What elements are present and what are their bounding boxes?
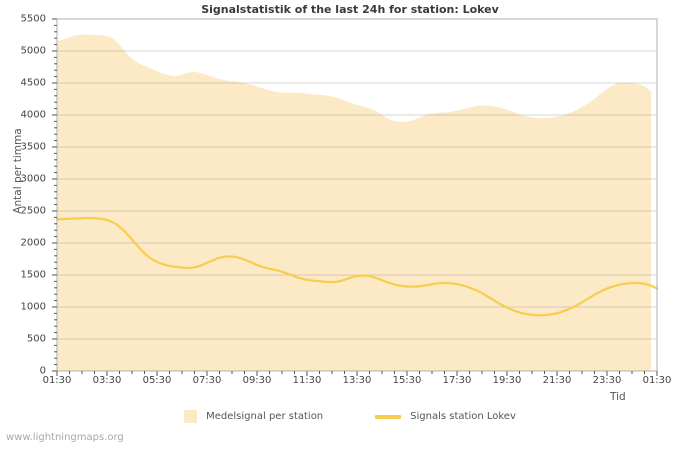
y-tick-label: 500 — [26, 333, 46, 345]
y-tick-label: 5500 — [20, 13, 46, 25]
y-tick-label: 2000 — [20, 237, 46, 249]
x-tick-label: 17:30 — [442, 375, 472, 386]
y-tick-label: 1000 — [20, 301, 46, 313]
legend-item-area: Medelsignal per station — [184, 410, 323, 423]
y-tick-label: 1500 — [20, 269, 46, 281]
legend-area-label: Medelsignal per station — [206, 411, 324, 422]
y-tick-label: 2500 — [20, 205, 46, 217]
legend-item-line: Signals station Lokev — [375, 411, 516, 422]
y-tick-label: 0 — [39, 365, 46, 377]
x-tick-label: 01:30 — [642, 375, 672, 386]
watermark: www.lightningmaps.org — [6, 432, 124, 443]
legend-line-label: Signals station Lokev — [410, 411, 516, 422]
x-tick-label: 23:30 — [592, 375, 622, 386]
chart-legend: Medelsignal per station Signals station … — [0, 410, 700, 423]
x-tick-label: 15:30 — [392, 375, 422, 386]
y-tick-label: 3500 — [20, 141, 46, 153]
y-tick-label: 4500 — [20, 77, 46, 89]
legend-area-swatch — [184, 410, 198, 423]
x-tick-label: 11:30 — [292, 375, 322, 386]
x-axis-label: Tid — [610, 391, 626, 403]
x-tick-label: 19:30 — [492, 375, 522, 386]
x-tick-label: 05:30 — [142, 375, 172, 386]
x-tick-label: 21:30 — [542, 375, 572, 386]
y-tick-label: 5000 — [20, 45, 46, 57]
legend-line-swatch — [375, 414, 402, 419]
x-tick-label: 03:30 — [92, 375, 122, 386]
y-tick-label: 4000 — [20, 109, 46, 121]
x-tick-label: 09:30 — [242, 375, 272, 386]
chart-title: Signalstatistik of the last 24h for stat… — [201, 3, 499, 16]
x-tick-label: 13:30 — [342, 375, 372, 386]
x-tick-label: 07:30 — [192, 375, 222, 386]
x-tick-label: 01:30 — [42, 375, 72, 386]
y-tick-label: 3000 — [20, 173, 46, 185]
